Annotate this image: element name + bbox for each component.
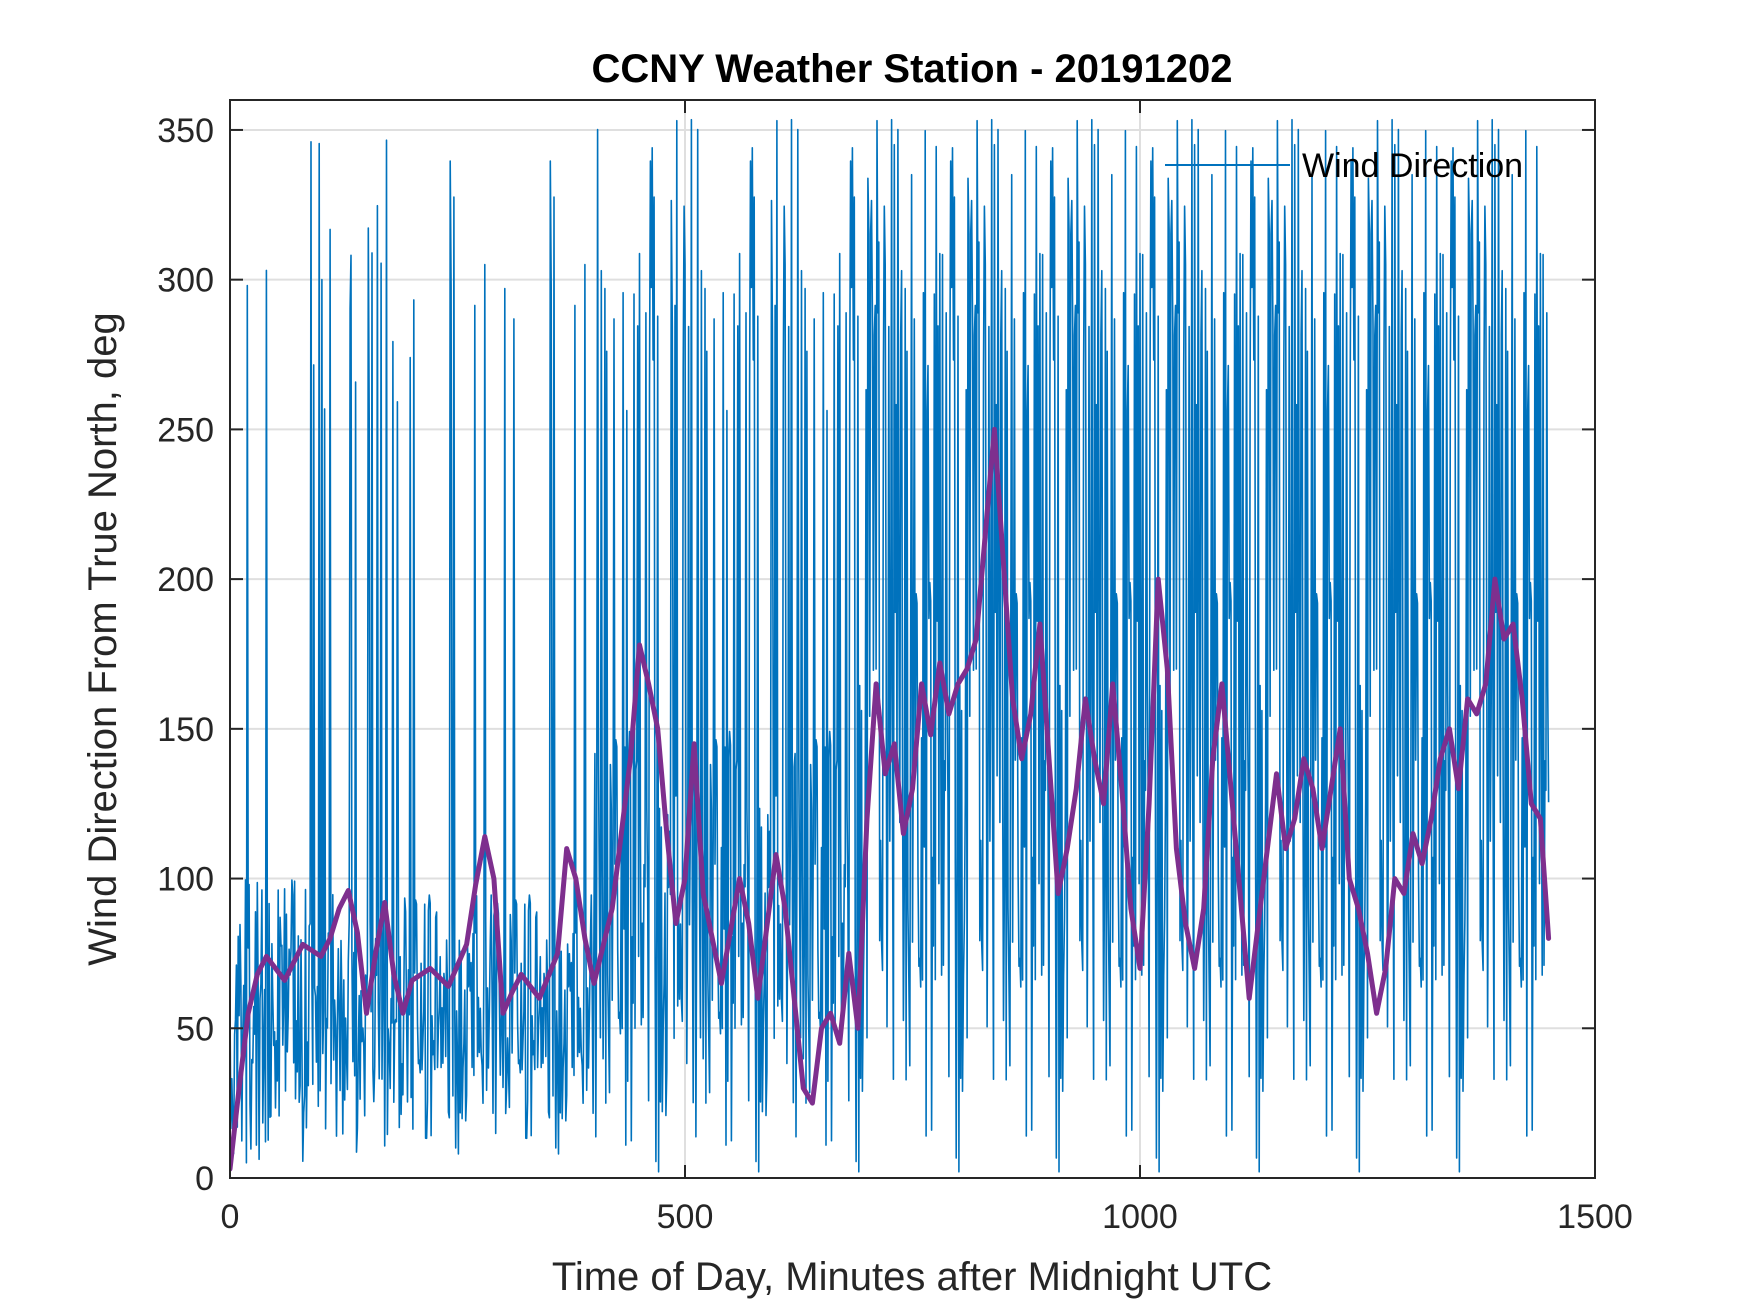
legend-label-wind-direction: Wind Direction: [1302, 147, 1523, 185]
chart-title: CCNY Weather Station - 20191202: [592, 47, 1233, 91]
smoothed-series: [230, 426, 1552, 1172]
y-tick-label: 100: [157, 861, 214, 899]
axis-ticks: [229, 100, 1596, 1179]
x-axis-label: Time of Day, Minutes after Midnight UTC: [552, 1255, 1272, 1299]
plot-box: [229, 99, 1596, 1179]
y-tick-label: 150: [157, 711, 214, 749]
wind-direction-line: [230, 118, 1550, 1173]
y-tick-labels: 0 50 100 150 200 250 300 350: [157, 112, 214, 1198]
x-tick-label: 500: [657, 1198, 714, 1236]
x-tick-label: 1000: [1102, 1198, 1178, 1236]
y-tick-label: 250: [157, 411, 214, 449]
y-tick-label: 350: [157, 112, 214, 150]
x-tick-label: 0: [221, 1198, 240, 1236]
x-tick-label: 1500: [1557, 1198, 1633, 1236]
wind-direction-series: [230, 118, 1550, 1173]
y-tick-label: 200: [157, 561, 214, 599]
plot-series: [230, 118, 1552, 1173]
y-tick-label: 0: [195, 1160, 214, 1198]
y-tick-label: 50: [176, 1010, 214, 1048]
x-tick-labels: 0 500 1000 1500: [221, 1198, 1633, 1236]
smoothed-line: [230, 426, 1552, 1172]
y-axis-label: Wind Direction From True North, deg: [81, 312, 125, 966]
y-tick-label: 300: [157, 262, 214, 300]
legend: Wind Direction: [1165, 147, 1523, 185]
